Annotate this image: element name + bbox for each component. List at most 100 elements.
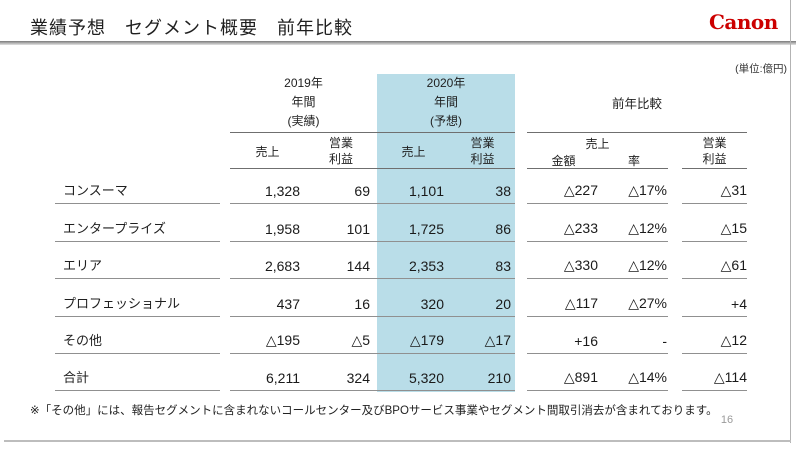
cell-2020-sales: △179	[409, 331, 444, 348]
header-comparison-profit-line1: 営業	[702, 136, 727, 150]
header-2020-profit-line1: 営業	[470, 136, 495, 150]
cell-2020-sales: 2,353	[408, 258, 444, 275]
cell-2020-sales: 5,320	[408, 370, 444, 387]
table-row-others: その他 △195 △5 △179 △17 +16 - △12	[0, 317, 800, 354]
group-2020-line2: 年間	[433, 95, 458, 109]
cell-2019-sales: 6,211	[266, 370, 300, 387]
row-2020-cells: 1,101 38	[377, 167, 515, 205]
header-comparison-rate: 率	[627, 154, 640, 168]
cell-2020-profit: 86	[495, 220, 511, 237]
table-row-area: エリア 2,683 144 2,353 83 △330 △12% △61	[0, 242, 800, 280]
table-row-total: 合計 6,211 324 5,320 210 △891 △14% △114	[0, 354, 800, 392]
header-comparison-amount: 金額	[551, 154, 576, 168]
cell-2019-profit: △5	[351, 331, 370, 348]
cell-2019-profit: 69	[354, 183, 370, 200]
header-rule	[377, 132, 515, 133]
cell-2019-sales: △195	[265, 331, 300, 348]
header-rule	[527, 132, 747, 133]
header-2019-operating-profit: 営業 利益	[305, 135, 377, 167]
cell-comparison-profit: △15	[720, 219, 747, 236]
unit-label: (単位:億円)	[735, 63, 787, 75]
subheader-rule	[682, 168, 747, 169]
header-rule	[230, 132, 377, 133]
row-label: コンスーマ	[55, 167, 220, 205]
cell-comparison-rate: △27%	[628, 294, 667, 311]
cell-2020-profit: 83	[495, 258, 511, 275]
row-comparison-sales-cells: +16 -	[527, 317, 668, 354]
row-2019-cells: 6,211 324	[230, 354, 377, 392]
row-comparison-profit-cell: +4	[682, 279, 747, 317]
cell-2020-profit: 38	[495, 183, 511, 200]
header-2020-sales: 売上	[401, 145, 426, 159]
table-row-consumer: コンスーマ 1,328 69 1,101 38 △227 △17% △31	[0, 167, 800, 205]
canon-logo: Canon	[709, 10, 778, 34]
row-comparison-sales-cells: △227 △17%	[527, 167, 668, 205]
header-2020-operating-profit: 営業 利益	[450, 135, 515, 167]
cell-comparison-rate: △17%	[628, 182, 667, 199]
footnote: ※「その他」には、報告セグメントに含まれないコールセンター及びBPOサービス事業…	[30, 405, 718, 417]
column-group-2019: 2019年 年間 (実績)	[230, 74, 377, 131]
cell-2020-sales: 1,101	[408, 183, 444, 200]
page-number: 16	[720, 414, 734, 426]
group-2019-line3: (実績)	[287, 114, 320, 128]
slide-border-right	[790, 0, 791, 443]
row-2019-cells: 1,958 101	[230, 204, 377, 242]
row-2020-cells: 320 20	[377, 279, 515, 317]
cell-comparison-profit: +4	[731, 295, 747, 312]
cell-2019-sales: 1,958	[264, 220, 300, 237]
cell-2020-profit: 210	[487, 370, 511, 387]
column-group-comparison: 前年比較	[611, 97, 662, 111]
cell-2019-sales: 437	[276, 295, 300, 312]
row-2020-cells: 1,725 86	[377, 204, 515, 242]
row-label: プロフェッショナル	[55, 279, 220, 317]
group-2019-line2: 年間	[291, 95, 316, 109]
row-comparison-profit-cell: △61	[682, 242, 747, 280]
header-comparison-operating-profit: 営業 利益	[682, 135, 747, 167]
row-label: エンタープライズ	[55, 204, 220, 242]
header-comparison-sales: 売上	[585, 137, 610, 151]
column-group-2020: 2020年 年間 (予想)	[377, 74, 515, 131]
header-comparison-profit-line2: 利益	[702, 152, 727, 166]
group-2019-line1: 2019年	[284, 76, 323, 90]
table-row-enterprise: エンタープライズ 1,958 101 1,725 86 △233 △12% △15	[0, 204, 800, 242]
row-comparison-profit-cell: △114	[682, 354, 747, 392]
cell-2019-profit: 144	[346, 258, 370, 275]
row-comparison-sales-cells: △330 △12%	[527, 242, 668, 280]
row-comparison-sales-cells: △117 △27%	[527, 279, 668, 317]
cell-comparison-profit: △114	[713, 369, 747, 386]
row-comparison-sales-cells: △233 △12%	[527, 204, 668, 242]
row-comparison-sales-cells: △891 △14%	[527, 354, 668, 392]
subheader-rule	[527, 168, 668, 169]
row-2019-cells: 437 16	[230, 279, 377, 317]
subheader-rule	[230, 168, 377, 169]
row-2020-cells: 5,320 210	[377, 354, 515, 392]
cell-comparison-amount: △330	[563, 257, 598, 274]
cell-2020-sales: 320	[420, 295, 444, 312]
row-2019-cells: 2,683 144	[230, 242, 377, 280]
cell-2020-sales: 1,725	[408, 220, 444, 237]
group-2020-line3: (予想)	[430, 114, 462, 128]
row-comparison-profit-cell: △31	[682, 167, 747, 205]
table-row-professional: プロフェッショナル 437 16 320 20 △117 △27% +4	[0, 279, 800, 317]
cell-comparison-amount: △891	[563, 369, 598, 386]
row-2020-cells: △179 △17	[377, 317, 515, 354]
header-2019-sales: 売上	[255, 145, 280, 159]
row-2019-cells: 1,328 69	[230, 167, 377, 205]
slide-border-bottom	[4, 440, 791, 442]
title-divider	[0, 41, 796, 45]
cell-comparison-profit: △12	[720, 331, 747, 348]
cell-comparison-profit: △61	[720, 257, 747, 274]
cell-2019-profit: 16	[354, 295, 370, 312]
cell-2019-sales: 2,683	[264, 258, 300, 275]
subheader-rule	[377, 168, 515, 169]
row-label: その他	[55, 317, 220, 354]
cell-comparison-amount: △117	[564, 294, 598, 311]
row-label: エリア	[55, 242, 220, 280]
cell-comparison-amount: △227	[563, 182, 598, 199]
cell-2020-profit: 20	[495, 295, 511, 312]
forecast-highlight-band	[377, 74, 515, 392]
cell-2019-profit: 324	[346, 370, 370, 387]
cell-comparison-rate: -	[662, 332, 667, 349]
cell-comparison-rate: △12%	[628, 219, 667, 236]
